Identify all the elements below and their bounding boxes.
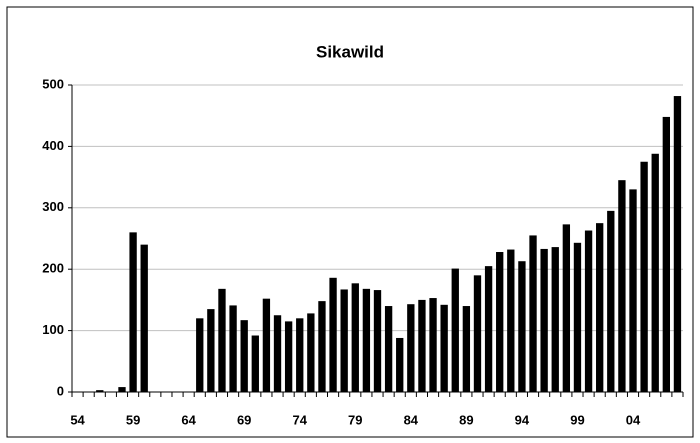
bar — [484, 266, 493, 392]
y-tick-label: 100 — [42, 322, 64, 337]
x-tick-label: 59 — [126, 412, 140, 427]
x-tick-label: 64 — [181, 412, 196, 427]
bar — [240, 320, 248, 392]
bar — [362, 288, 371, 392]
x-tick-label: 99 — [570, 412, 584, 427]
bar — [140, 244, 148, 392]
bar — [451, 268, 459, 392]
y-tick-label: 400 — [42, 138, 64, 153]
bar — [529, 235, 537, 392]
bar — [584, 230, 593, 392]
y-tick-label: 200 — [42, 261, 64, 276]
bar — [596, 223, 604, 392]
bar — [518, 261, 526, 392]
x-tick-label: 79 — [348, 412, 362, 427]
y-tick-label: 0 — [57, 383, 64, 398]
bar — [640, 161, 648, 392]
y-tick-label: 300 — [42, 199, 64, 214]
y-tick-label: 500 — [42, 76, 64, 91]
x-tick-label: 69 — [237, 412, 251, 427]
bar — [373, 290, 382, 392]
bar — [218, 288, 226, 392]
bar — [251, 335, 259, 392]
bar — [229, 305, 237, 392]
bar — [507, 249, 515, 392]
bar — [307, 313, 315, 392]
bar — [129, 232, 137, 392]
bar — [662, 116, 671, 392]
bar — [340, 289, 348, 392]
bar — [473, 275, 482, 392]
bar — [629, 189, 637, 392]
bar — [329, 277, 337, 392]
bar — [429, 298, 437, 392]
bar — [318, 301, 326, 392]
bar — [396, 337, 404, 392]
bar — [440, 304, 448, 392]
bar — [496, 252, 504, 392]
bar — [651, 153, 659, 392]
bar — [551, 247, 559, 392]
x-tick-label: 84 — [404, 412, 419, 427]
bar — [284, 321, 293, 392]
bar — [562, 224, 571, 392]
x-tick-label: 54 — [70, 412, 85, 427]
bar — [196, 318, 204, 392]
bar — [540, 248, 548, 392]
bar — [273, 315, 282, 392]
bar — [262, 298, 271, 392]
x-tick-label: 94 — [515, 412, 530, 427]
bar — [607, 210, 615, 392]
bar — [207, 309, 215, 392]
x-tick-label: 89 — [459, 412, 473, 427]
bar — [96, 390, 104, 392]
bar — [384, 306, 393, 392]
bar — [351, 283, 359, 392]
x-tick-label: 04 — [626, 412, 641, 427]
bar — [618, 180, 626, 392]
bar — [407, 304, 415, 392]
x-tick-label: 74 — [293, 412, 308, 427]
bar — [673, 96, 682, 392]
bar — [418, 299, 426, 392]
chart-title: Sikawild — [316, 42, 384, 61]
bar — [296, 318, 304, 392]
bar — [118, 387, 126, 392]
bar — [573, 242, 582, 392]
bar — [462, 306, 471, 392]
